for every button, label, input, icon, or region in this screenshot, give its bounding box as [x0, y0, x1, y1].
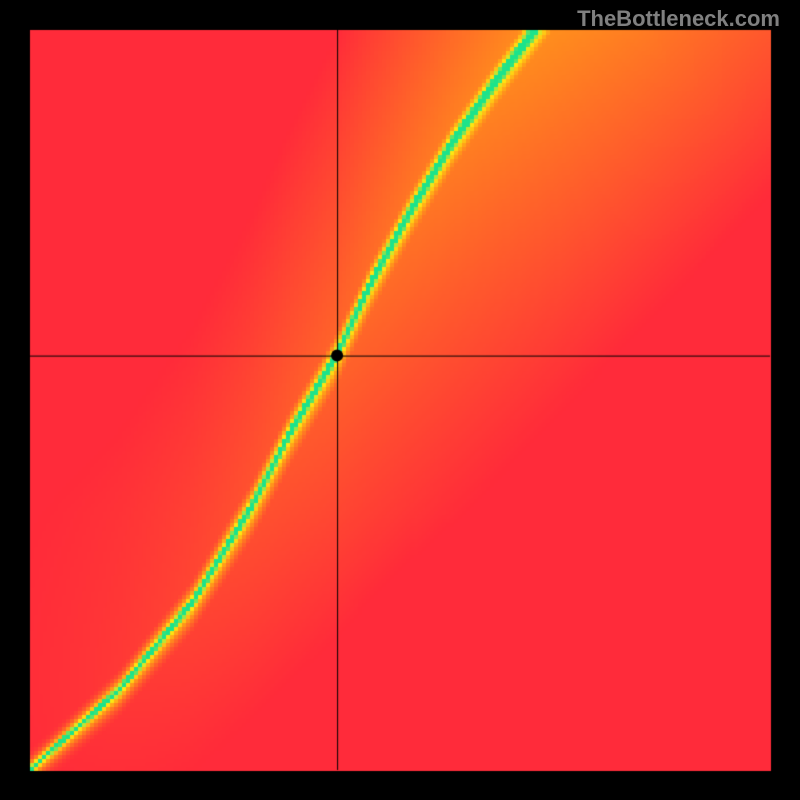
- bottleneck-heatmap: [0, 0, 800, 800]
- watermark-text: TheBottleneck.com: [577, 6, 780, 32]
